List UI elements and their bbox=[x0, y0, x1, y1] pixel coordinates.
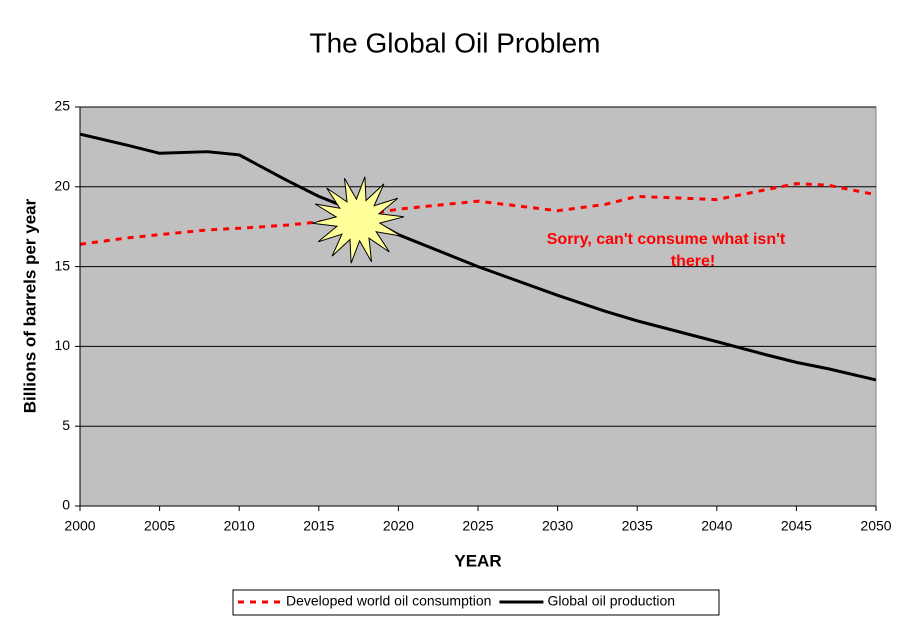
x-tick-label: 2020 bbox=[383, 518, 414, 534]
y-tick-label: 10 bbox=[54, 337, 70, 353]
x-tick-label: 2045 bbox=[781, 518, 812, 534]
x-tick-label: 2000 bbox=[64, 518, 95, 534]
x-tick-label: 2005 bbox=[144, 518, 175, 534]
annotation: Sorry, can't consume what isn't bbox=[547, 231, 786, 248]
x-tick-label: 2035 bbox=[622, 518, 653, 534]
y-tick-label: 25 bbox=[54, 98, 70, 114]
x-tick-label: 2030 bbox=[542, 518, 573, 534]
legend-box bbox=[232, 589, 720, 616]
series-line bbox=[79, 132, 877, 382]
y-tick-label: 0 bbox=[62, 497, 70, 513]
legend: Developed world oil consumption Global oi… bbox=[238, 593, 675, 609]
annotation: there! bbox=[671, 253, 715, 270]
y-tick-label: 20 bbox=[54, 178, 70, 194]
x-tick-label: 2010 bbox=[224, 518, 255, 534]
legend-label: Developed world oil consumption bbox=[286, 593, 491, 609]
y-tick-label: 5 bbox=[62, 417, 70, 433]
decoration bbox=[311, 176, 405, 264]
chart-title: The Global Oil Problem bbox=[309, 27, 600, 58]
x-tick-label: 2050 bbox=[860, 518, 891, 534]
series-line bbox=[79, 182, 877, 246]
y-axis-label: Billions of barrels per year bbox=[20, 198, 39, 413]
y-tick-label: 15 bbox=[54, 257, 70, 273]
plot-area bbox=[79, 106, 877, 507]
x-tick-label: 2025 bbox=[462, 518, 493, 534]
legend-label: Global oil production bbox=[547, 593, 675, 609]
marks bbox=[79, 132, 877, 382]
starburst bbox=[311, 176, 405, 264]
x-axis-label: YEAR bbox=[454, 551, 501, 570]
x-tick-label: 2015 bbox=[303, 518, 334, 534]
x-tick-label: 2040 bbox=[701, 518, 732, 534]
